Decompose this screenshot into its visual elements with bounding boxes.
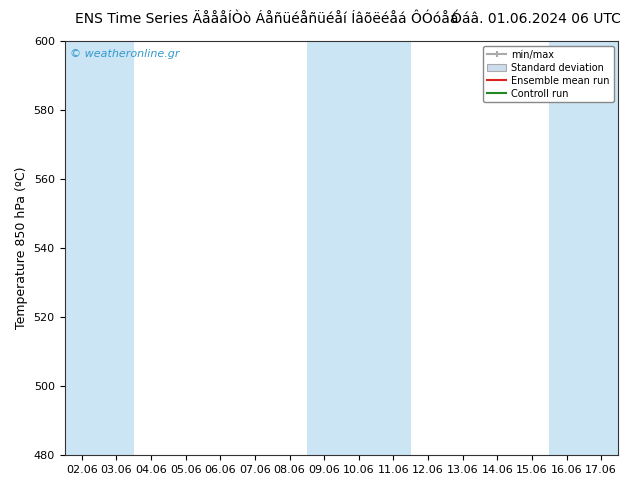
Text: Óáâ. 01.06.2024 06 UTC: Óáâ. 01.06.2024 06 UTC bbox=[451, 12, 621, 26]
Text: © weatheronline.gr: © weatheronline.gr bbox=[70, 49, 179, 59]
Bar bbox=[65, 41, 99, 455]
Legend: min/max, Standard deviation, Ensemble mean run, Controll run: min/max, Standard deviation, Ensemble me… bbox=[483, 46, 614, 102]
Text: ENS Time Series ÄåååÍÒò Áåñüéåñüéåí Íâõëéåá ÔÓóåá: ENS Time Series ÄåååÍÒò Áåñüéåñüéåí Íâõë… bbox=[75, 12, 458, 26]
Bar bbox=[99, 41, 134, 455]
Y-axis label: Temperature 850 hPa (ºC): Temperature 850 hPa (ºC) bbox=[15, 167, 28, 329]
Bar bbox=[307, 41, 342, 455]
Bar bbox=[549, 41, 584, 455]
Bar bbox=[376, 41, 411, 455]
Bar bbox=[584, 41, 619, 455]
Bar bbox=[342, 41, 376, 455]
